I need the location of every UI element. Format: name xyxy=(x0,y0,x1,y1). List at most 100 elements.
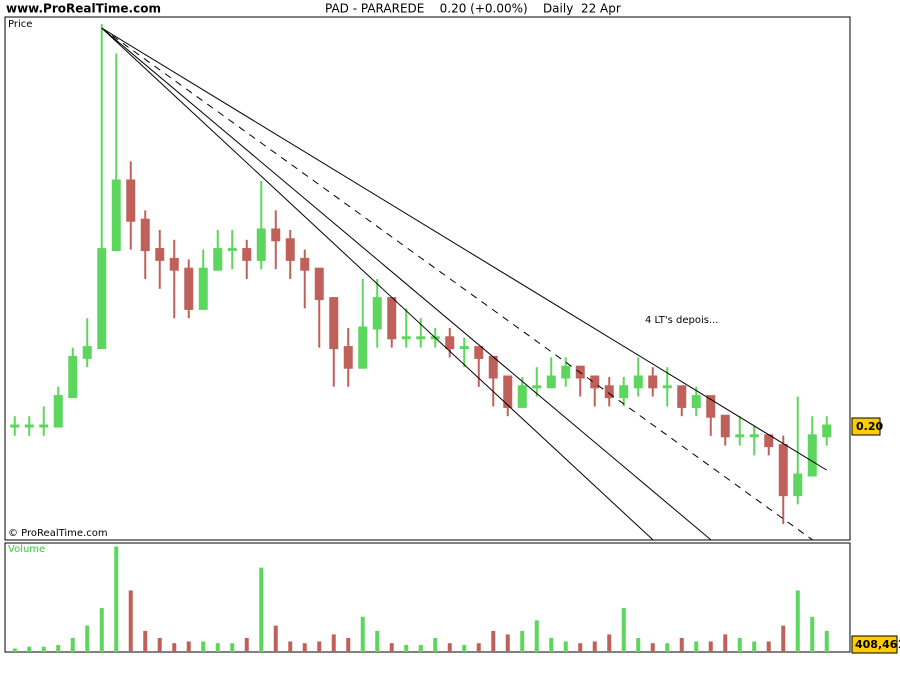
candle-body xyxy=(735,434,745,438)
volume-bar xyxy=(56,644,61,652)
candle-body xyxy=(517,385,527,408)
candle-body xyxy=(764,434,774,448)
volume-bar xyxy=(259,567,264,652)
candle-body xyxy=(314,267,324,301)
candle-body xyxy=(358,326,368,369)
candle-body xyxy=(807,434,817,477)
candle-body xyxy=(126,179,136,222)
candle-body xyxy=(590,375,600,389)
volume-bar xyxy=(375,630,380,652)
volume-bar xyxy=(650,643,655,652)
price-label: Price xyxy=(8,19,32,30)
candle-body xyxy=(778,444,788,497)
candle-body xyxy=(474,346,484,359)
candle-body xyxy=(706,395,716,418)
candle-body xyxy=(53,395,63,428)
volume-bar xyxy=(288,641,293,652)
candle-body xyxy=(242,248,252,261)
volume-bar xyxy=(447,643,452,652)
volume-bar xyxy=(737,637,742,652)
volume-bar xyxy=(273,625,278,652)
candle-body xyxy=(24,424,34,428)
trendline xyxy=(101,27,813,540)
volume-bar xyxy=(665,643,670,652)
volume-bar xyxy=(114,546,119,652)
volume-bar xyxy=(781,625,786,652)
trendline xyxy=(101,27,712,540)
volume-bar xyxy=(534,620,539,652)
volume-bar xyxy=(592,641,597,652)
price-panel xyxy=(4,16,851,541)
volume-bar xyxy=(462,644,467,652)
candle-body xyxy=(184,267,194,310)
candle-body xyxy=(677,385,687,408)
volume-label: Volume xyxy=(8,544,45,555)
candle-body xyxy=(648,375,658,389)
candle-body xyxy=(111,179,121,252)
candle-body xyxy=(97,248,107,350)
candle-body xyxy=(39,424,49,428)
volume-bar xyxy=(85,625,90,652)
volume-bar xyxy=(70,637,75,652)
candle-body xyxy=(68,355,78,399)
volume-bar xyxy=(476,643,481,652)
volume-bar xyxy=(157,637,162,652)
price-tag-box xyxy=(851,417,881,436)
candle-body xyxy=(793,473,803,497)
volume-bar xyxy=(520,630,525,652)
volume-bar xyxy=(578,643,583,652)
candle-body xyxy=(10,424,20,428)
volume-bar xyxy=(302,643,307,652)
volume-bar xyxy=(766,641,771,652)
volume-bar xyxy=(752,641,757,652)
candle-body xyxy=(749,434,759,438)
volume-bar xyxy=(607,634,612,652)
volume-bar xyxy=(795,590,800,652)
volume-tag: 408,461 xyxy=(855,638,900,651)
candle-body xyxy=(227,248,237,252)
volume-bar xyxy=(433,637,438,652)
candle-body xyxy=(140,218,150,252)
volume-bar xyxy=(143,630,148,652)
candle-body xyxy=(300,257,310,271)
volume-bar xyxy=(27,646,32,652)
volume-bar xyxy=(389,643,394,652)
volume-bar xyxy=(244,637,249,652)
candle-body xyxy=(662,385,672,389)
volume-bar xyxy=(346,637,351,652)
candle-body xyxy=(459,346,469,350)
copyright: © ProRealTime.com xyxy=(8,528,108,539)
candle-body xyxy=(387,297,397,340)
candle-body xyxy=(285,238,295,261)
trendline xyxy=(101,27,654,540)
candle-body xyxy=(256,228,266,261)
candle-body xyxy=(271,228,281,242)
volume-bar xyxy=(186,641,191,652)
volume-bar xyxy=(549,637,554,652)
volume-bar xyxy=(99,608,104,652)
candle-body xyxy=(329,297,339,350)
volume-bar xyxy=(679,637,684,652)
volume-bar xyxy=(230,643,235,652)
candle-body xyxy=(372,297,382,330)
volume-bar xyxy=(824,630,829,652)
candle-body xyxy=(82,346,92,359)
candle-body xyxy=(416,336,426,340)
volume-tag-box xyxy=(851,635,898,654)
candle-body xyxy=(633,375,643,389)
volume-bar xyxy=(418,644,423,652)
candle-body xyxy=(169,257,179,271)
trendline xyxy=(101,27,828,471)
volume-bar xyxy=(621,608,626,652)
site-title: www.ProRealTime.com xyxy=(6,2,161,16)
candle-body xyxy=(155,248,165,261)
volume-bar xyxy=(708,641,713,652)
candle-body xyxy=(343,346,353,369)
candle-body xyxy=(488,355,498,379)
volume-bar xyxy=(331,634,336,652)
candle-body xyxy=(401,336,411,340)
volume-bar xyxy=(360,616,365,652)
candle-body xyxy=(532,385,542,389)
volume-bar xyxy=(563,641,568,652)
